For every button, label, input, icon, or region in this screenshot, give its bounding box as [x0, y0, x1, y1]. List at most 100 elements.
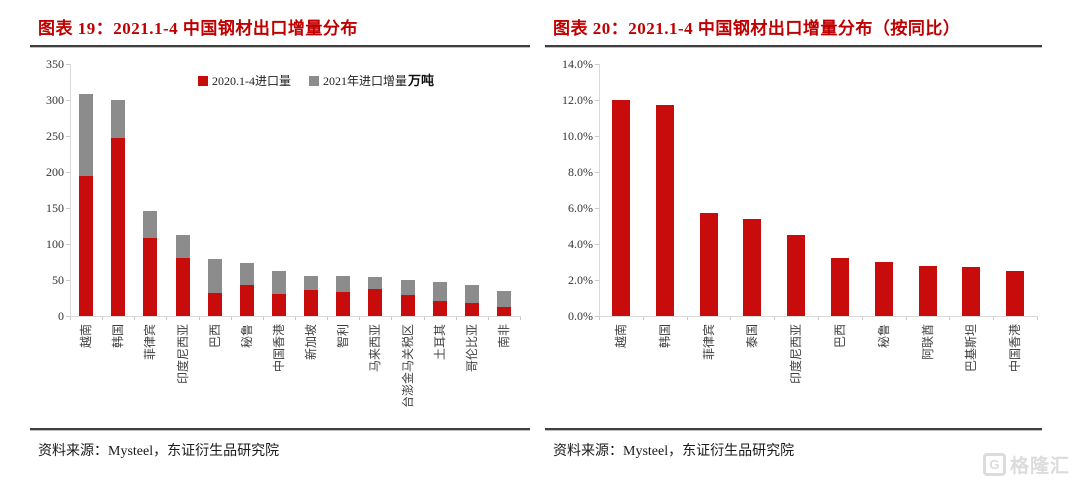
x-tick-mark: [359, 317, 361, 320]
bar-segment: [918, 265, 937, 316]
y-tick-mark: [595, 64, 599, 65]
y-tick-label: 10.0%: [562, 129, 593, 143]
y-tick-label: 6.0%: [568, 201, 593, 215]
bar-segment: [432, 300, 447, 316]
x-axis-label: 秘鲁: [239, 324, 254, 349]
bar-segment: [464, 303, 479, 316]
y-axis-line: [599, 64, 600, 316]
y-tick-mark: [66, 136, 70, 137]
x-axis-label: 菲律宾: [701, 324, 716, 361]
x-axis-label: 印度尼西亚: [789, 324, 804, 385]
bar-segment: [464, 285, 479, 304]
x-tick-mark: [134, 317, 136, 320]
bar-segment: [1006, 271, 1025, 316]
y-tick-mark: [595, 244, 599, 245]
bar-chart-right: 0.0% 2.0% 4.0% 6.0% 8.0% 10.0% 12.0% 14.0% 越南 韩国 菲…: [545, 48, 1042, 428]
x-tick-mark: [455, 317, 457, 320]
y-tick-label: 0: [58, 309, 64, 323]
y-tick-mark: [66, 244, 70, 245]
legend-item-2020: 2020.1-4进口量: [198, 72, 291, 89]
y-tick-label: 14.0%: [562, 57, 593, 71]
x-axis-label: 秘鲁: [876, 324, 891, 349]
x-tick-mark: [993, 317, 995, 320]
bar-segment: [400, 280, 415, 296]
bar-segment: [79, 175, 94, 316]
x-axis-label: 土耳其: [432, 324, 447, 361]
legend-label-2020: 2020.1-4进口量: [212, 74, 291, 88]
title-rule-left: [30, 45, 530, 48]
x-axis-label: 智利: [336, 324, 351, 349]
bar-segment: [830, 258, 849, 316]
watermark-text: 格隆汇: [1009, 456, 1070, 477]
bar-segment: [962, 267, 981, 316]
bar-segment: [175, 257, 190, 316]
x-axis-label: 阿联酋: [920, 324, 935, 361]
y-tick-mark: [595, 208, 599, 209]
y-tick-mark: [595, 172, 599, 173]
bar-segment: [496, 290, 511, 308]
y-tick-mark: [66, 280, 70, 281]
bar-segment: [304, 275, 319, 291]
y-tick-label: 2.0%: [568, 273, 593, 287]
bar-segment: [207, 292, 222, 316]
figure-left: 图表 19：2021.1-4 中国钢材出口增量分布 2020.1-4进口量 20…: [30, 10, 530, 460]
source-note-right: 资料来源：Mysteel，东证衍生品研究院: [553, 444, 795, 459]
x-tick-mark: [327, 317, 329, 320]
x-axis-label: 马来西亚: [368, 324, 383, 373]
title-rule-right: [545, 45, 1042, 48]
x-tick-mark: [391, 317, 393, 320]
stacked-bar-chart-left: 2020.1-4进口量 2021年进口增量 万吨 0 50 100 150 200 250…: [30, 48, 530, 428]
x-tick-mark: [730, 317, 732, 320]
y-tick-label: 100: [46, 237, 64, 251]
bar-segment: [336, 276, 351, 292]
y-axis-line: [70, 64, 71, 316]
footer-rule-left: [30, 428, 530, 431]
x-axis-label: 巴西: [832, 324, 847, 349]
x-axis-label: 越南: [79, 324, 94, 349]
y-tick-mark: [66, 208, 70, 209]
bar-segment: [432, 282, 447, 301]
y-tick-label: 0.0%: [568, 309, 593, 323]
y-tick-label: 300: [46, 93, 64, 107]
x-tick-mark: [818, 317, 819, 320]
x-axis-label: 菲律宾: [143, 324, 158, 361]
x-tick-mark: [1037, 317, 1038, 320]
x-axis-label: 泰国: [745, 324, 760, 349]
bar-segment: [655, 105, 674, 316]
y-tick-label: 8.0%: [568, 165, 593, 179]
x-tick-mark: [166, 317, 168, 320]
x-axis-label: 韩国: [657, 324, 672, 349]
y-tick-mark: [66, 172, 70, 173]
bar-segment: [496, 307, 511, 316]
bar-segment: [175, 234, 190, 258]
x-tick-mark: [520, 317, 521, 320]
bar-segment: [111, 138, 126, 316]
y-tick-mark: [595, 280, 599, 281]
footer-rule-right: [545, 428, 1042, 431]
x-axis-label: 新加坡: [304, 324, 319, 361]
x-tick-mark: [423, 317, 425, 320]
figure-right-title: 图表 20：2021.1-4 中国钢材出口增量分布（按同比）: [553, 19, 961, 38]
x-axis-label: 韩国: [111, 324, 126, 349]
bar-segment: [271, 271, 286, 295]
x-tick-mark: [102, 317, 104, 320]
x-axis-line: [70, 316, 521, 317]
x-tick-mark: [861, 317, 863, 320]
x-axis-label: 南非: [496, 324, 511, 349]
legend: 2020.1-4进口量 2021年进口增量: [198, 72, 407, 89]
x-tick-mark: [686, 317, 688, 320]
bar-segment: [143, 238, 158, 316]
x-tick-mark: [774, 317, 776, 320]
figure-right: 图表 20：2021.1-4 中国钢材出口增量分布（按同比） 0.0% 2.0% 4…: [545, 10, 1042, 460]
bar-segment: [111, 100, 126, 139]
y-tick-label: 200: [46, 165, 64, 179]
gelonghui-logo-icon: G: [982, 453, 1006, 476]
y-tick-mark: [595, 100, 599, 101]
legend-swatch-red: [198, 75, 208, 86]
bar-segment: [207, 259, 222, 293]
y-tick-mark: [595, 316, 599, 317]
legend-item-2021: 2021年进口增量: [309, 72, 407, 89]
x-tick-mark: [905, 317, 907, 320]
x-axis-label: 越南: [613, 324, 628, 349]
